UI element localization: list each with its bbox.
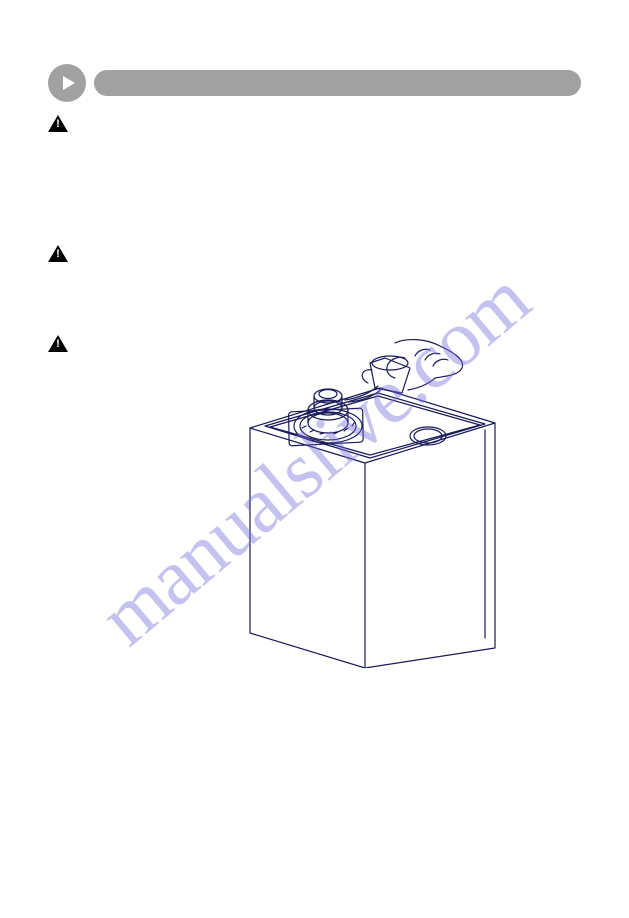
warning-item-1 xyxy=(48,115,68,132)
warning-item-3 xyxy=(48,335,68,352)
warning-icon xyxy=(48,335,68,352)
warning-icon xyxy=(48,115,68,132)
warning-item-2 xyxy=(48,245,68,262)
warning-icon xyxy=(48,245,68,262)
play-triangle xyxy=(63,76,75,90)
play-icon xyxy=(48,64,86,102)
section-header xyxy=(48,64,581,102)
appliance-diagram xyxy=(230,338,510,668)
header-bar xyxy=(94,70,581,96)
